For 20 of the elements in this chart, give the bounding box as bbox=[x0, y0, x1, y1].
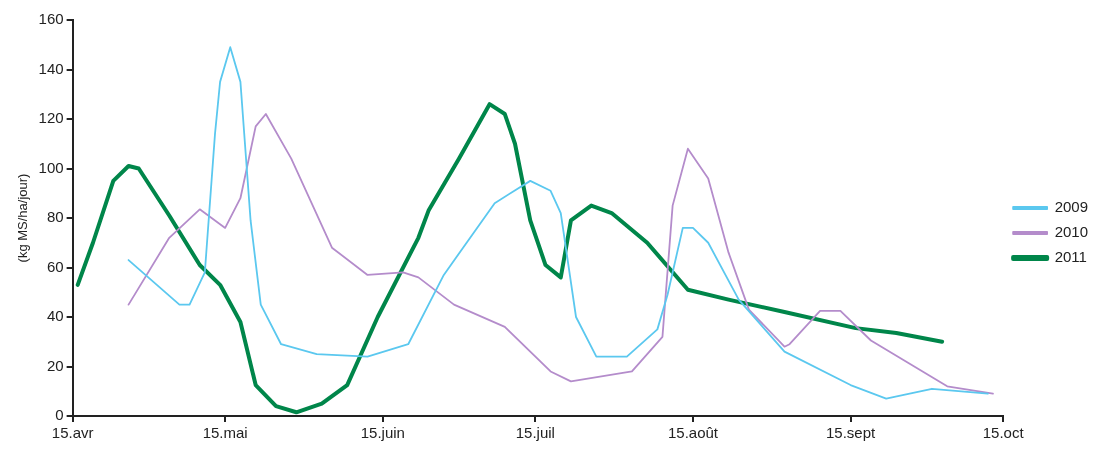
x-tick-label: 15.avr bbox=[51, 424, 94, 442]
y-tick-label: 140 bbox=[38, 59, 64, 77]
x-tick-label: 15.juin bbox=[360, 424, 405, 442]
legend-label: 2011 bbox=[1054, 248, 1087, 266]
y-axis-title: (kg MS/ha/jour) bbox=[15, 173, 31, 263]
x-tick-label: 15.sept bbox=[825, 424, 877, 442]
y-tick-label: 40 bbox=[46, 307, 64, 325]
x-tick-label: 15.oct bbox=[982, 424, 1025, 442]
y-tick-label: 160 bbox=[38, 10, 64, 28]
y-tick-label: 60 bbox=[46, 257, 64, 275]
x-tick-label: 15.mai bbox=[202, 424, 248, 442]
x-tick-label: 15.juil bbox=[515, 424, 555, 442]
y-tick-label: 20 bbox=[46, 356, 64, 374]
y-tick-label: 120 bbox=[38, 109, 64, 127]
x-tick-label: 15.août bbox=[667, 424, 719, 442]
y-tick-label: 100 bbox=[38, 158, 64, 176]
legend-label: 2010 bbox=[1054, 223, 1089, 241]
y-tick-label: 0 bbox=[55, 406, 64, 424]
legend-label: 2009 bbox=[1054, 198, 1089, 216]
y-tick-label: 80 bbox=[46, 208, 64, 226]
